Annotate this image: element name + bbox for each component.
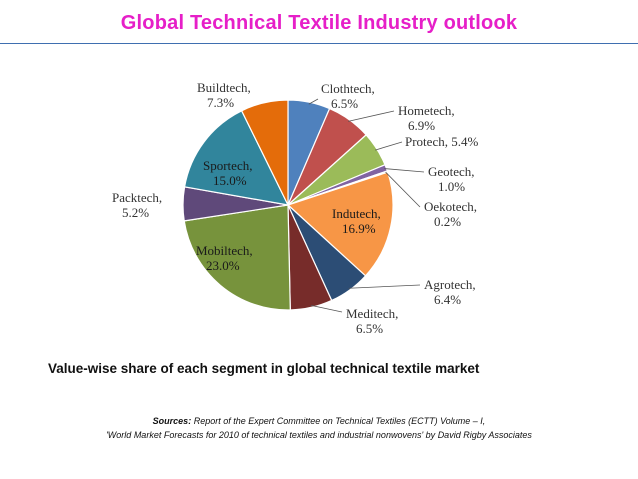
leader-line-geotech — [384, 168, 425, 173]
source-text-1: Report of the Expert Committee on Techni… — [191, 416, 486, 426]
slice-label-meditech: Meditech, — [346, 306, 398, 321]
slice-label-buildtech: Buildtech, — [197, 80, 251, 95]
slice-label-mobiltech: Mobiltech, — [196, 243, 253, 258]
slice-value-sportech: 15.0% — [213, 173, 247, 188]
slice-value-geotech: 1.0% — [438, 179, 465, 194]
leader-line-clothtech — [308, 98, 319, 105]
pie-chart: Clothtech,6.5% Hometech,6.9%Protech, 5.4%… — [112, 80, 478, 336]
leader-line-agrotech — [348, 284, 421, 289]
leader-line-oekotech — [385, 171, 421, 208]
slice-value-clothtech: 6.5% — [331, 96, 358, 111]
slice-label-packtech: Packtech, — [112, 190, 162, 205]
slice-labels: Clothtech,6.5% Hometech,6.9%Protech, 5.4%… — [112, 80, 478, 336]
slice-value-packtech: 5.2% — [122, 205, 149, 220]
slide-title: Global Technical Textile Industry outloo… — [120, 12, 518, 34]
title-divider — [0, 43, 638, 44]
slice-label-sportech: Sportech, — [203, 158, 252, 173]
slice-label-geotech: Geotech, — [428, 164, 475, 179]
slice-value-mobiltech: 23.0% — [206, 258, 240, 273]
pie-slices — [182, 99, 394, 311]
slice-label-oekotech: Oekotech, — [424, 199, 477, 214]
slice-label-agrotech: Agrotech, — [424, 277, 476, 292]
source-citation-1: Sources: Report of the Expert Committee … — [0, 416, 638, 426]
leader-line-meditech — [310, 304, 343, 313]
slice-label-indutech: Indutech, — [332, 206, 381, 221]
slice-value-indutech: 16.9% — [342, 221, 376, 236]
slice-label-hometech: Hometech, — [398, 103, 455, 118]
slice-value-buildtech: 7.3% — [207, 95, 234, 110]
slice-value-meditech: 6.5% — [356, 321, 383, 336]
source-citation-2: 'World Market Forecasts for 2010 of tech… — [106, 430, 532, 440]
leader-lines — [308, 98, 425, 313]
chart-caption: Value-wise share of each segment in glob… — [48, 361, 480, 376]
leader-line-protech — [375, 141, 403, 151]
slice-label-clothtech: Clothtech, — [321, 81, 375, 96]
pie-slice-sportech — [183, 109, 290, 206]
pie-slice-mobiltech — [183, 204, 291, 311]
pie-slice-buildtech — [240, 99, 289, 206]
pie-slice-indutech — [286, 171, 394, 277]
slice-label-protech: Protech, 5.4% — [405, 134, 478, 149]
slice-value-hometech: 6.9% — [408, 118, 435, 133]
leader-line-hometech — [348, 110, 395, 122]
slice-value-oekotech: 0.2% — [434, 214, 461, 229]
source-heading: Sources: — [152, 416, 192, 426]
slice-value-agrotech: 6.4% — [434, 292, 461, 307]
